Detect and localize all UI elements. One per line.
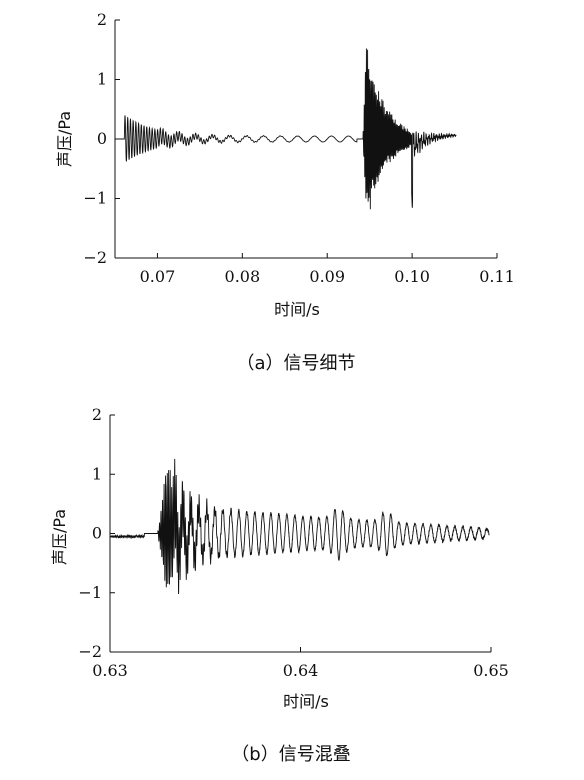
x-tick-label: 0.64: [283, 661, 319, 680]
y-tick-label: 1: [97, 70, 107, 89]
series-line-a: [119, 48, 457, 210]
y-axis-label-b: 声压/Pa: [50, 509, 69, 565]
y-tick-label: 0: [97, 129, 107, 148]
y-ticks-b: 2 1 0 −1 −2: [78, 405, 115, 661]
x-tick-label: 0.11: [479, 267, 515, 286]
y-tick-label: −1: [78, 583, 102, 602]
chart-panel-b: 2 1 0 −1 −2 0.63 0.64 0.65 声压/Pa 时间/s （b）信号混叠: [50, 405, 509, 765]
x-ticks-a: 0.07 0.08 0.09 0.10 0.11: [140, 253, 515, 286]
y-tick-label: 1: [92, 464, 102, 483]
x-tick-label: 0.65: [473, 661, 509, 680]
x-tick-label: 0.10: [394, 267, 430, 286]
caption-a: （a）信号细节: [236, 353, 355, 374]
x-tick-label: 0.08: [225, 267, 261, 286]
series-line-b: [109, 458, 490, 595]
chart-panel-a: 210−1−2 0.07 0.08 0.09 0.10 0.11 声压/Pa 时间/s …: [55, 10, 515, 374]
y-tick-label: 2: [97, 10, 107, 29]
y-tick-label: 2: [92, 405, 102, 424]
x-ticks-b: 0.63 0.64 0.65: [92, 647, 509, 680]
y-tick-label: −2: [83, 248, 107, 267]
x-tick-label: 0.07: [140, 267, 176, 286]
y-axis-label-a: 声压/Pa: [55, 111, 74, 167]
x-tick-label: 0.63: [92, 661, 128, 680]
x-tick-label: 0.09: [309, 267, 345, 286]
x-axis-label-a: 时间/s: [274, 300, 320, 319]
y-tick-label: −2: [78, 642, 102, 661]
y-tick-label: −1: [83, 189, 107, 208]
y-tick-label: 0: [92, 524, 102, 543]
caption-b: （b）信号混叠: [231, 744, 350, 765]
x-axis-label-b: 时间/s: [283, 692, 329, 711]
y-ticks-a: 2 1 0 −1 −2: [83, 10, 120, 267]
